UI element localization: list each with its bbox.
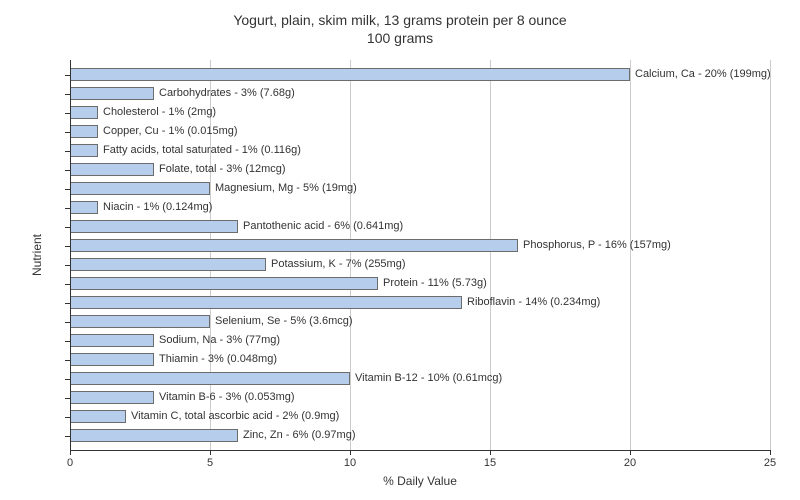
x-axis-title: % Daily Value [70,474,770,488]
x-tick-label: 5 [207,457,213,469]
bar-label: Protein - 11% (5.73g) [383,277,487,289]
x-tick [770,450,771,455]
gridline [770,60,771,450]
y-axis-line [70,60,71,450]
bar-label: Sodium, Na - 3% (77mg) [159,334,280,346]
bar-label: Thiamin - 3% (0.048mg) [159,353,277,365]
bar [70,410,126,423]
bar [70,315,210,328]
bar-label: Copper, Cu - 1% (0.015mg) [103,125,238,137]
gridline [630,60,631,450]
bar [70,182,210,195]
chart-title-line1: Yogurt, plain, skim milk, 13 grams prote… [0,12,800,28]
bar-label: Vitamin C, total ascorbic acid - 2% (0.9… [131,410,339,422]
bar-label: Vitamin B-6 - 3% (0.053mg) [159,391,295,403]
x-tick-label: 15 [484,457,496,469]
bar [70,334,154,347]
bar-label: Selenium, Se - 5% (3.6mcg) [215,315,353,327]
bar-label: Fatty acids, total saturated - 1% (0.116… [103,144,301,156]
bar-label: Cholesterol - 1% (2mg) [103,106,216,118]
gridline [350,60,351,450]
bar [70,353,154,366]
bar-label: Calcium, Ca - 20% (199mg) [635,68,771,80]
bar [70,296,462,309]
bar [70,106,98,119]
bar-label: Carbohydrates - 3% (7.68g) [159,87,295,99]
x-axis-line [70,450,770,451]
y-axis-title: Nutrient [30,234,44,276]
bar-label: Zinc, Zn - 6% (0.97mg) [243,429,355,441]
bar-label: Vitamin B-12 - 10% (0.61mcg) [355,372,502,384]
bar-label: Phosphorus, P - 16% (157mg) [523,239,671,251]
bar [70,391,154,404]
bar [70,429,238,442]
bar [70,258,266,271]
bar [70,239,518,252]
x-tick-label: 25 [764,457,776,469]
gridline [490,60,491,450]
chart-canvas: Yogurt, plain, skim milk, 13 grams prote… [0,0,800,500]
bar-label: Niacin - 1% (0.124mg) [103,201,212,213]
bar-label: Potassium, K - 7% (255mg) [271,258,406,270]
bar [70,163,154,176]
x-tick-label: 0 [67,457,73,469]
x-tick-label: 20 [624,457,636,469]
bar [70,87,154,100]
bar [70,220,238,233]
bar-label: Folate, total - 3% (12mcg) [159,163,286,175]
bar [70,372,350,385]
bar [70,277,378,290]
bar-label: Pantothenic acid - 6% (0.641mg) [243,220,403,232]
bar [70,68,630,81]
bar [70,201,98,214]
bar [70,144,98,157]
bar-label: Magnesium, Mg - 5% (19mg) [215,182,357,194]
x-tick-label: 10 [344,457,356,469]
bar [70,125,98,138]
chart-title-line2: 100 grams [0,30,800,46]
bar-label: Riboflavin - 14% (0.234mg) [467,296,600,308]
